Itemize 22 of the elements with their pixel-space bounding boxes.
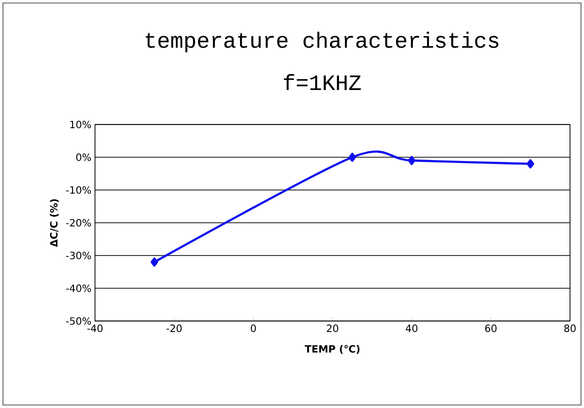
x-tick-label: -40 (87, 324, 103, 332)
y-tick-label: 0% (76, 153, 91, 162)
y-tick-label: -30% (66, 252, 91, 260)
y-tick-label: 10% (70, 120, 91, 128)
point (526, 159, 534, 168)
y-tick-label: -20% (66, 218, 91, 227)
chart-subtitle: f=1KHZ (284, 74, 361, 90)
x-tick-label: -20 (166, 324, 182, 332)
y-tick-label: -40% (66, 284, 91, 292)
x-tick-label: 60 (485, 324, 497, 332)
point (150, 257, 158, 267)
point (348, 152, 356, 162)
x-tick-label: 80 (564, 324, 576, 332)
y-tick-label: -10% (66, 186, 91, 194)
x-tick-label: 20 (326, 324, 338, 332)
x-axis-title: TEMP (℃) (304, 344, 360, 354)
y-tick-label: -50% (66, 317, 91, 325)
x-tick-label: 40 (406, 324, 418, 332)
chart-title: temperature characteristics (146, 32, 498, 52)
y-axis-title: ΔC/C (%) (50, 199, 59, 248)
x-tick-label: 0 (250, 324, 256, 332)
point (408, 156, 416, 166)
